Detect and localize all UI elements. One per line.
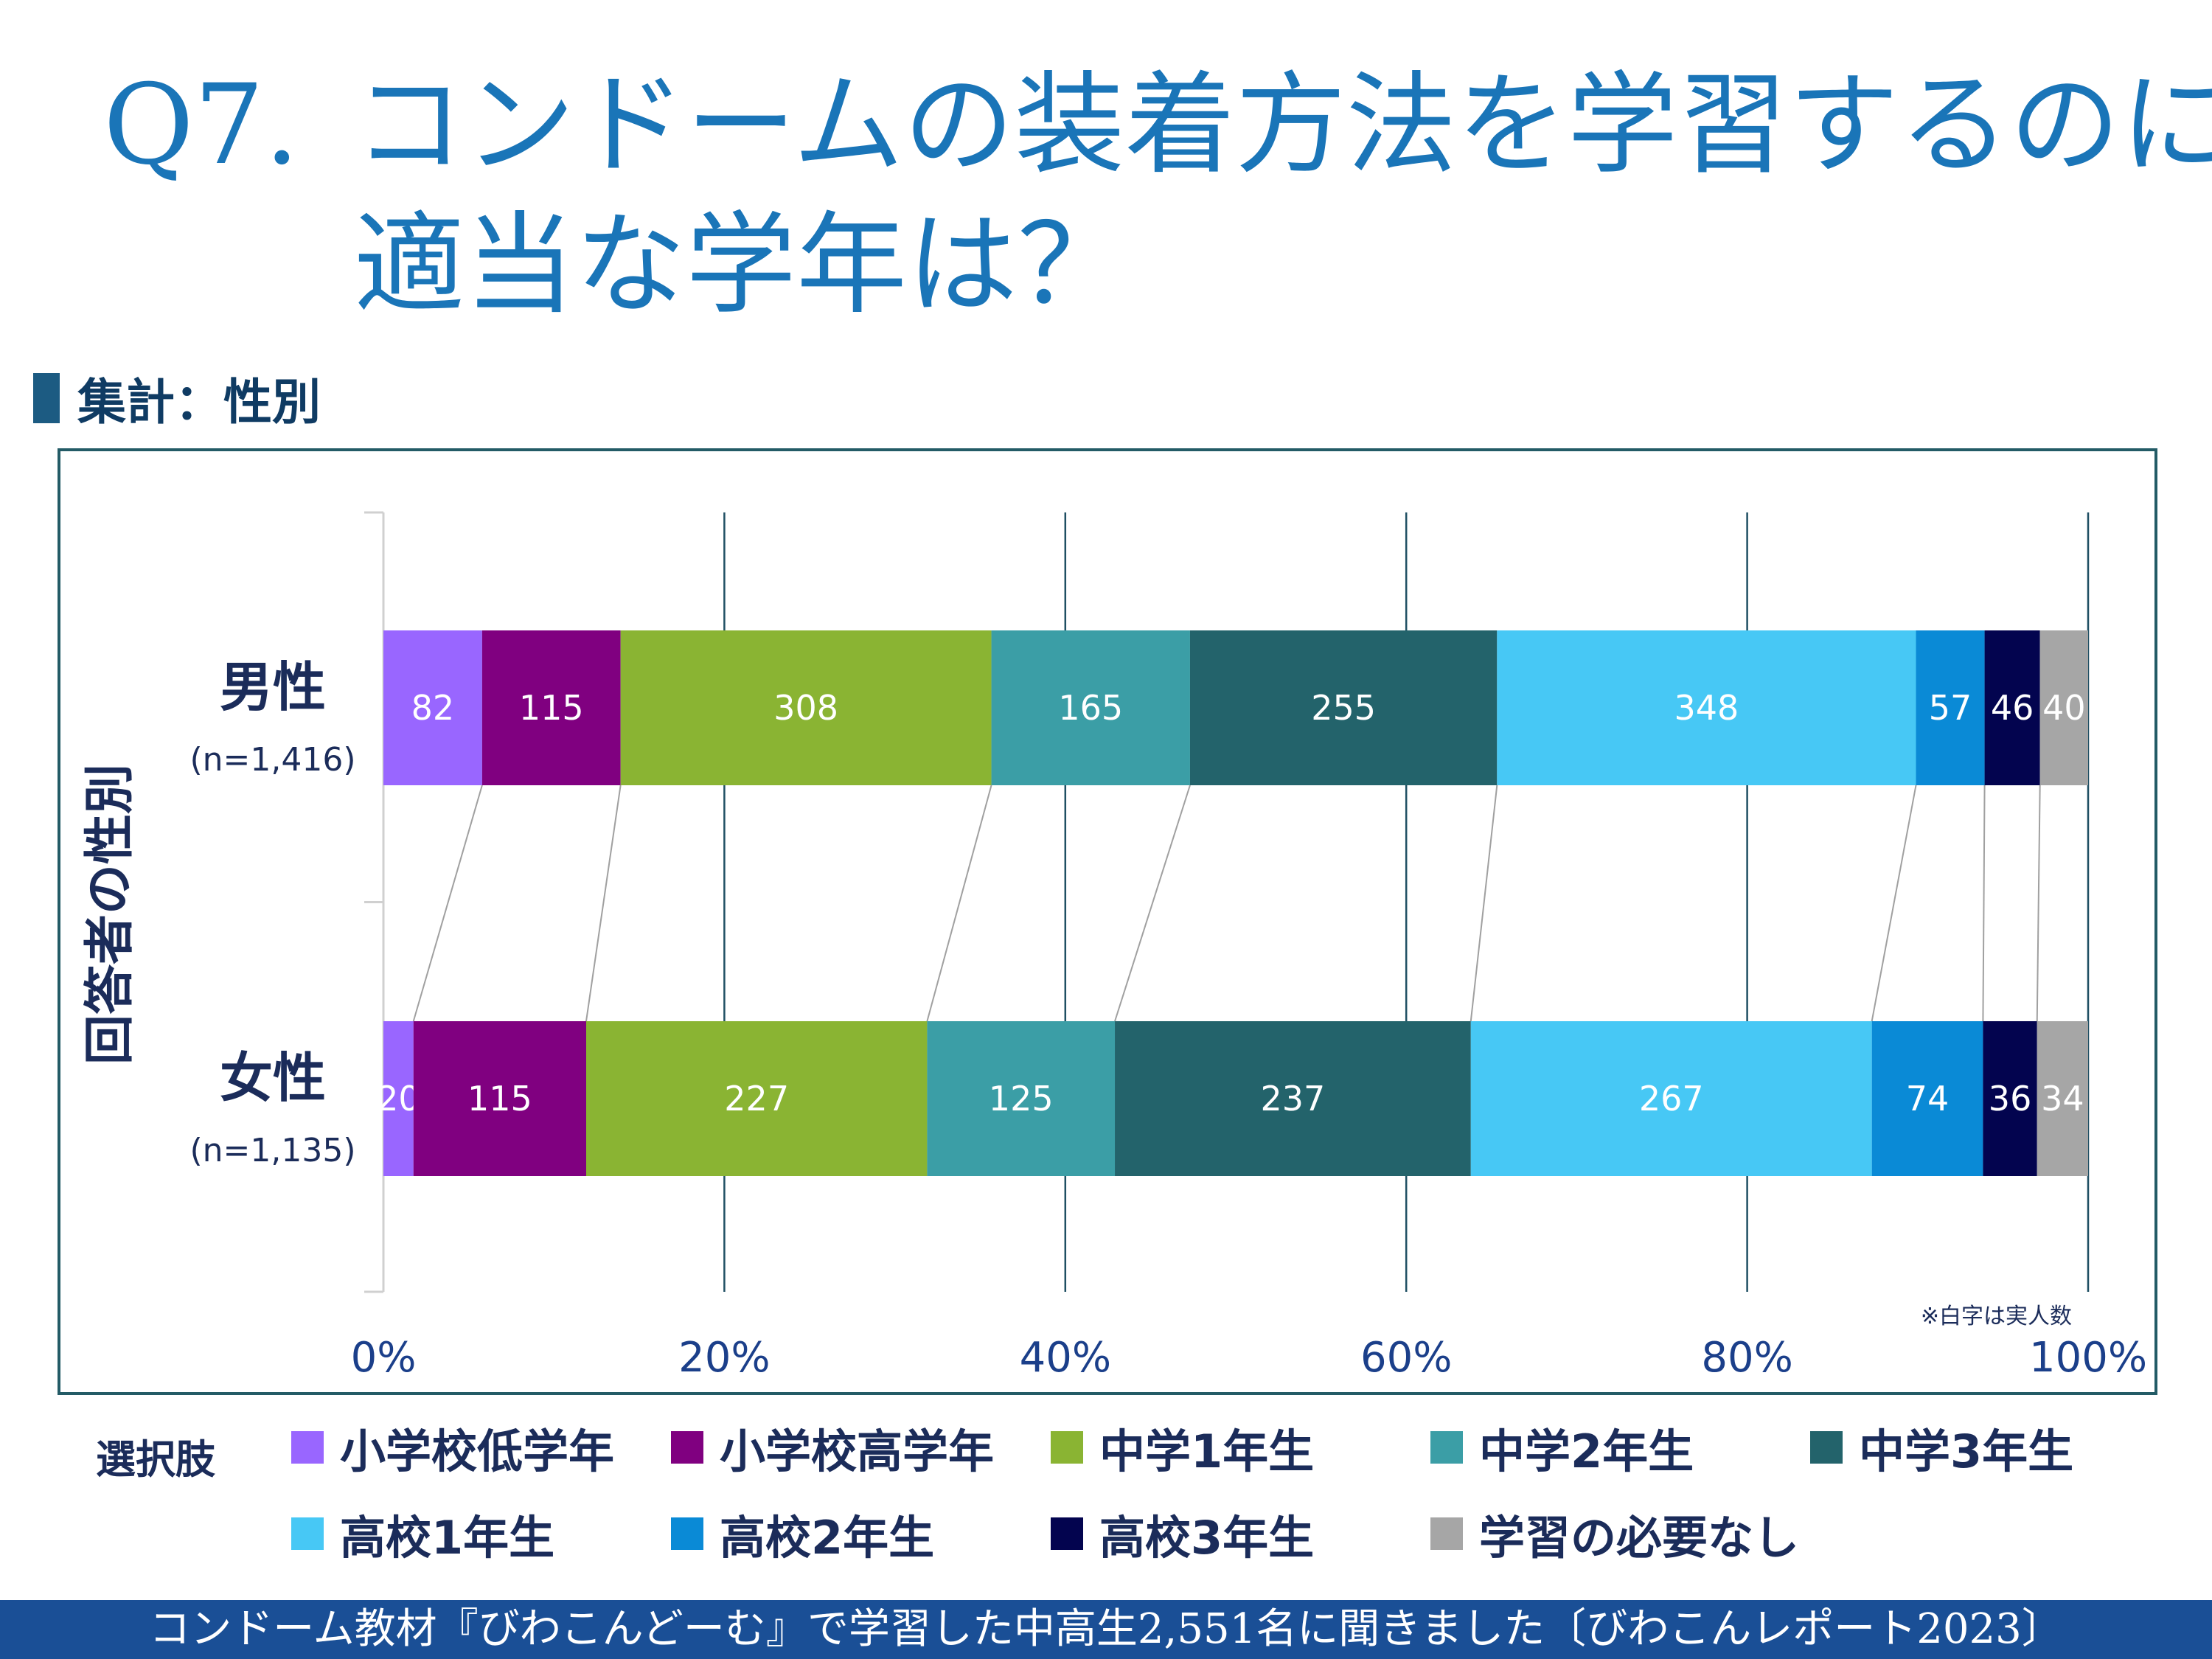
legend-item: 中学2年生 [1430, 1418, 1694, 1478]
x-tick-label: 80% [1701, 1334, 1792, 1382]
series-connector-line [2036, 785, 2041, 1022]
legend-swatch [671, 1517, 703, 1550]
question-number: Q7. [103, 61, 300, 189]
bar-value-label: 348 [1674, 688, 1739, 728]
legend-item-label: 小学校高学年 [720, 1425, 995, 1478]
bar-segment [1470, 1021, 1872, 1176]
legend-item: 中学3年生 [1810, 1418, 2073, 1478]
legend-item: 中学1年生 [1051, 1418, 1314, 1478]
bar-value-label: 20 [377, 1079, 420, 1119]
x-tick-label: 100% [2029, 1334, 2147, 1382]
bar-segment [1189, 630, 1498, 785]
bar-segment [1983, 1021, 2037, 1176]
x-tick-label: 60% [1360, 1334, 1452, 1382]
legend-item: 学習の必要なし [1430, 1504, 1799, 1565]
bar-value-label: 46 [1991, 688, 2034, 728]
bar-value-label: 308 [773, 688, 838, 728]
series-connector-line [1982, 785, 1986, 1022]
legend-item-label: 中学1年生 [1099, 1425, 1315, 1478]
category-label: 女性 [220, 1047, 326, 1109]
bar-value-label: 36 [1989, 1079, 2032, 1119]
bar-value-label: 40 [2042, 688, 2086, 728]
bar-segment [1871, 1021, 1983, 1176]
bar-segment [1916, 630, 1985, 785]
bar-segment [991, 630, 1190, 785]
legend-item-label: 高校3年生 [1099, 1511, 1315, 1565]
bar-segment [481, 630, 621, 785]
subheading: 集計：性別 [33, 369, 321, 431]
legend-swatch [291, 1517, 324, 1550]
legend-item: 小学校低学年 [291, 1418, 614, 1478]
category-n-label: (n=1,416) [189, 741, 355, 779]
bar-value-label: 115 [519, 688, 584, 728]
legend-item: 高校1年生 [291, 1504, 554, 1565]
legend-swatch [1810, 1431, 1843, 1464]
y-axis-title: 回答者の性別 [81, 764, 139, 1065]
bar-segment [585, 1021, 928, 1176]
legend-item-label: 中学3年生 [1859, 1425, 2074, 1478]
x-tick-label: 40% [1020, 1334, 1111, 1382]
bar-value-label: 115 [467, 1079, 532, 1119]
legend-swatch [671, 1431, 703, 1464]
legend-swatch [1051, 1517, 1083, 1550]
chart-note: ※白字は実人数 [1921, 1304, 2072, 1329]
legend-title: 選択肢 [96, 1436, 215, 1483]
bar-value-label: 267 [1639, 1079, 1704, 1119]
bar-value-label: 165 [1058, 688, 1123, 728]
legend-item-label: 中学2年生 [1479, 1425, 1694, 1478]
series-connector-line [1871, 785, 1917, 1022]
bar-segment [383, 1021, 414, 1176]
series-connector-line [585, 785, 622, 1022]
category-n-label: (n=1,135) [189, 1132, 355, 1169]
bar-value-label: 74 [1906, 1079, 1950, 1119]
bar-segment [1984, 630, 2040, 785]
legend-item: 小学校高学年 [671, 1418, 994, 1478]
legend-item-label: 高校2年生 [720, 1511, 935, 1565]
bar-value-label: 255 [1311, 688, 1376, 728]
series-connector-line [412, 785, 483, 1022]
bar-segment [1115, 1021, 1471, 1176]
chart-panel [58, 448, 2157, 1395]
legend-item: 高校3年生 [1051, 1504, 1314, 1565]
legend-item: 高校2年生 [671, 1504, 934, 1565]
bar-value-label: 82 [411, 688, 455, 728]
series-connector-line [1470, 785, 1498, 1022]
bar-value-label: 237 [1260, 1079, 1325, 1119]
bar-segment [2037, 1021, 2088, 1176]
legend-swatch [1430, 1517, 1463, 1550]
legend-item-label: 学習の必要なし [1479, 1511, 1800, 1565]
legend-swatch [1051, 1431, 1083, 1464]
bar-value-label: 125 [989, 1079, 1054, 1119]
bar-segment [383, 630, 482, 785]
category-label: 男性 [220, 656, 326, 718]
title-line-2: 適当な学年は？ [354, 201, 1129, 330]
bar-value-label: 34 [2041, 1079, 2084, 1119]
bar-value-label: 57 [1929, 688, 1972, 728]
bar-segment [620, 630, 992, 785]
title-line-1: コンドームの装着方法を学習するのに [354, 61, 2212, 189]
x-tick-label: 20% [678, 1334, 770, 1382]
legend-swatch [291, 1431, 324, 1464]
subheading-marker [33, 373, 60, 423]
series-connector-line [1114, 785, 1191, 1022]
series-connector-line [926, 785, 992, 1022]
legend-swatch [1430, 1431, 1463, 1464]
bar-value-label: 227 [724, 1079, 789, 1119]
legend-item-label: 高校1年生 [340, 1511, 555, 1565]
bar-segment [2039, 630, 2088, 785]
bar-segment [1497, 630, 1916, 785]
legend-item-label: 小学校低学年 [340, 1425, 615, 1478]
bar-segment [927, 1021, 1116, 1176]
bar-segment [413, 1021, 586, 1176]
footer-banner: コンドーム教材『びわこんどーむ』で学習した中高生2,551名に聞きました〔びわこ… [0, 1600, 2212, 1659]
x-tick-label: 0% [351, 1334, 417, 1382]
subheading-text: 集計：性別 [77, 374, 321, 431]
